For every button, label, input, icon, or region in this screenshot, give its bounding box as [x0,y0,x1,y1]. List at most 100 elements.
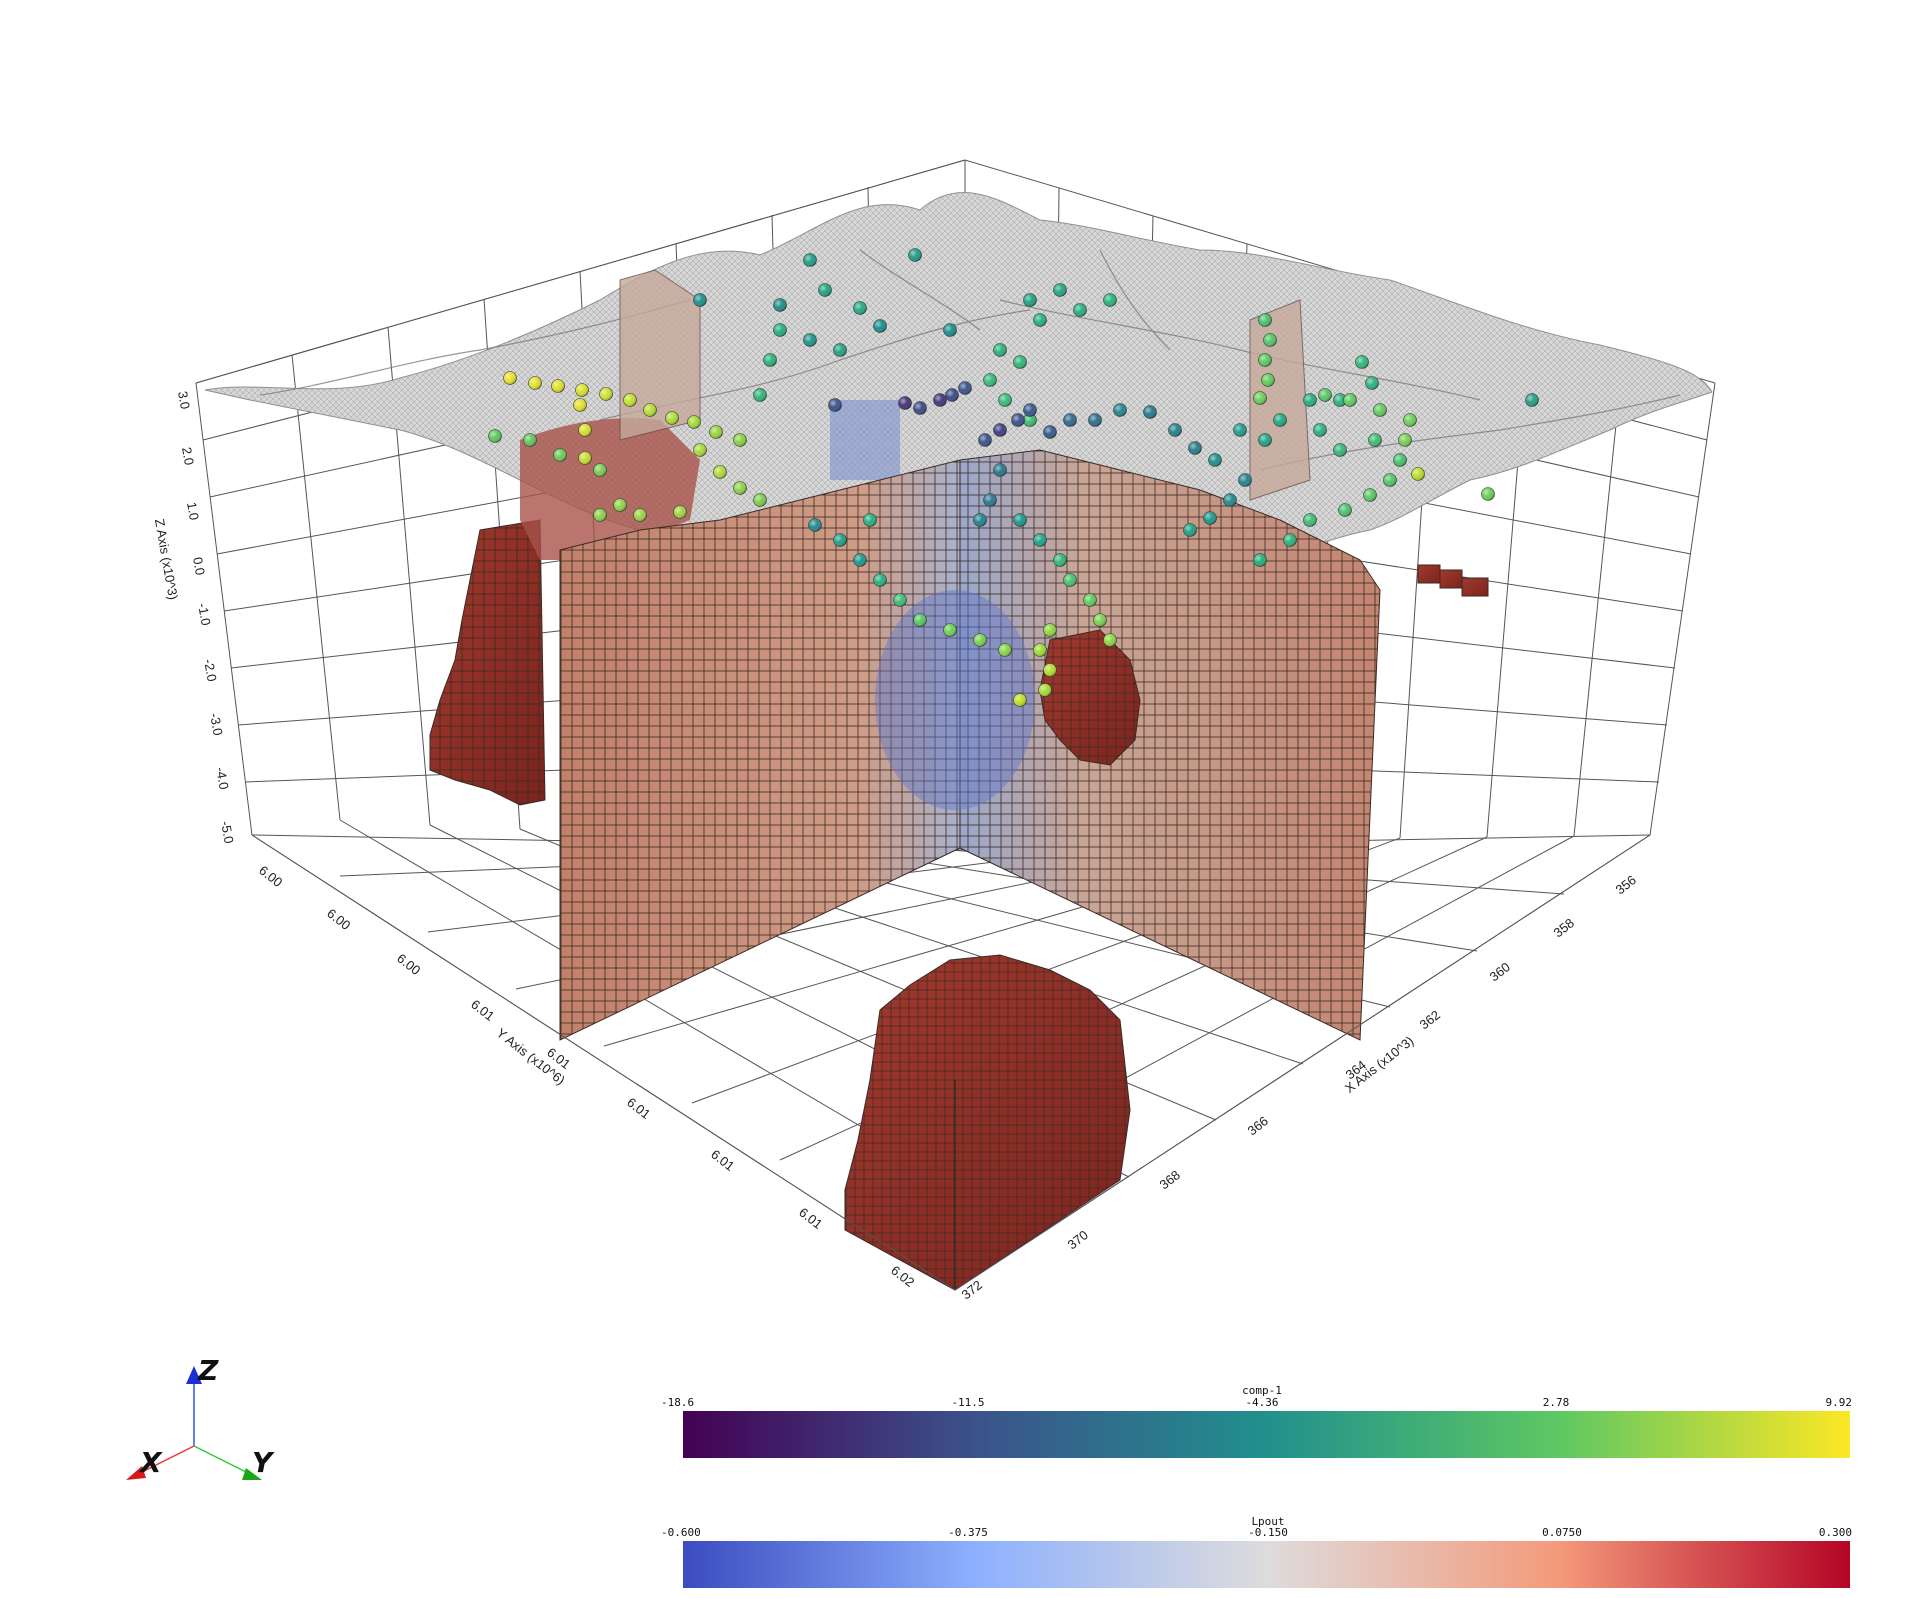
colorbar-title: Lpout [1251,1515,1284,1528]
borehole-sphere-shade [551,379,565,393]
borehole-sphere-shade [958,381,972,395]
z-arrow-icon [186,1366,202,1384]
z-tick: 1.0 [184,501,202,521]
borehole-sphere-shade [1258,313,1272,327]
colorbar-tick: -0.150 [1248,1526,1288,1539]
borehole-sphere-shade [818,283,832,297]
x-tick: 356 [1613,872,1639,897]
borehole-sphere-shade [488,429,502,443]
borehole-sphere-shade [833,533,847,547]
z-tick: -2.0 [201,658,220,683]
borehole-sphere-shade [828,398,842,412]
y-tick: 6.00 [324,906,353,933]
y-tick: 6.01 [468,997,497,1024]
slice-left-plane [559,459,961,1041]
borehole-sphere-shade [643,403,657,417]
colorbar-tick: -0.600 [661,1526,701,1539]
borehole-sphere-shade [1033,643,1047,657]
borehole-sphere-shade [898,396,912,410]
borehole-sphere-shade [1013,355,1027,369]
orientation-x-label: X [138,1446,163,1479]
colorbar-comp1: comp-1 -18.6 -11.5 -4.36 2.78 9.92 [661,1384,1852,1458]
borehole-sphere-shade [1258,433,1272,447]
borehole-sphere-shade [933,393,947,407]
y-tick: 6.00 [256,863,285,890]
borehole-sphere-shade [978,433,992,447]
borehole-sphere-shade [1053,553,1067,567]
borehole-sphere-shade [993,423,1007,437]
borehole-sphere-shade [623,393,637,407]
x-tick: 358 [1551,915,1577,940]
borehole-sphere-shade [983,373,997,387]
borehole-sphere-shade [1253,553,1267,567]
borehole-sphere-shade [833,343,847,357]
bottom-red-block [844,954,1131,1291]
borehole-sphere-shade [1033,313,1047,327]
borehole-sphere-shade [1355,355,1369,369]
borehole-sphere-shade [1263,333,1277,347]
borehole-sphere-shade [803,253,817,267]
borehole-sphere-shade [1365,376,1379,390]
borehole-sphere-shade [1283,533,1297,547]
borehole-sphere-shade [1143,405,1157,419]
borehole-sphere-shade [993,463,1007,477]
orientation-z-label: Z [197,1354,219,1387]
borehole-sphere-shade [1208,453,1222,467]
borehole-sphere-shade [808,518,822,532]
y-arrow-icon [242,1468,262,1480]
borehole-sphere-shade [1188,441,1202,455]
x-tick: 370 [1065,1227,1091,1252]
borehole-sphere-shade [913,613,927,627]
borehole-sphere-shade [1043,623,1057,637]
borehole-sphere-shade [578,423,592,437]
z-tick: -1.0 [195,602,214,627]
borehole-sphere-shade [853,301,867,315]
borehole-sphere-shade [1203,511,1217,525]
z-tick: -5.0 [218,820,237,845]
borehole-sphere-shade [1338,503,1352,517]
borehole-sphere-shade [1063,413,1077,427]
borehole-sphere-shade [733,481,747,495]
borehole-sphere-shade [1273,413,1287,427]
borehole-sphere-shade [1333,443,1347,457]
borehole-sphere-shade [593,508,607,522]
borehole-sphere-shade [763,353,777,367]
borehole-sphere-shade [998,643,1012,657]
borehole-sphere-shade [753,388,767,402]
borehole-sphere-shade [633,508,647,522]
borehole-sphere-shade [993,343,1007,357]
borehole-sphere-shade [1103,633,1117,647]
borehole-sphere-shade [913,401,927,415]
z-tick: 3.0 [175,390,193,410]
y-tick: 6.01 [708,1147,737,1174]
borehole-sphere-shade [1063,573,1077,587]
z-axis-title: Z Axis (x10^3) [152,518,181,601]
borehole-sphere-shade [1083,593,1097,607]
borehole-sphere-shade [687,415,701,429]
borehole-sphere-shade [1343,393,1357,407]
right-red-block [1417,564,1489,597]
borehole-sphere-shade [973,513,987,527]
borehole-spheres [488,248,1539,707]
borehole-sphere-shade [1411,467,1425,481]
borehole-sphere-shade [1023,413,1037,427]
borehole-sphere-shade [613,498,627,512]
colorbar-title: comp-1 [1242,1384,1282,1397]
y-tick: 6.01 [796,1205,825,1232]
y-tick: 6.01 [624,1095,653,1122]
orientation-y-label: Y [252,1446,275,1479]
borehole-sphere-shade [1038,683,1052,697]
borehole-sphere-shade [1023,293,1037,307]
borehole-sphere-shade [998,393,1012,407]
borehole-sphere-shade [1333,393,1347,407]
borehole-sphere-shade [1258,353,1272,367]
slice-back-right [1249,299,1311,501]
orientation-widget[interactable]: Z X Y [126,1354,275,1480]
borehole-sphere-shade [1363,488,1377,502]
slice-right-plane [959,449,1381,1041]
z-tick: 2.0 [179,446,197,466]
x-tick: 366 [1245,1113,1271,1138]
borehole-sphere-shade [1023,403,1037,417]
borehole-sphere-shade [803,333,817,347]
